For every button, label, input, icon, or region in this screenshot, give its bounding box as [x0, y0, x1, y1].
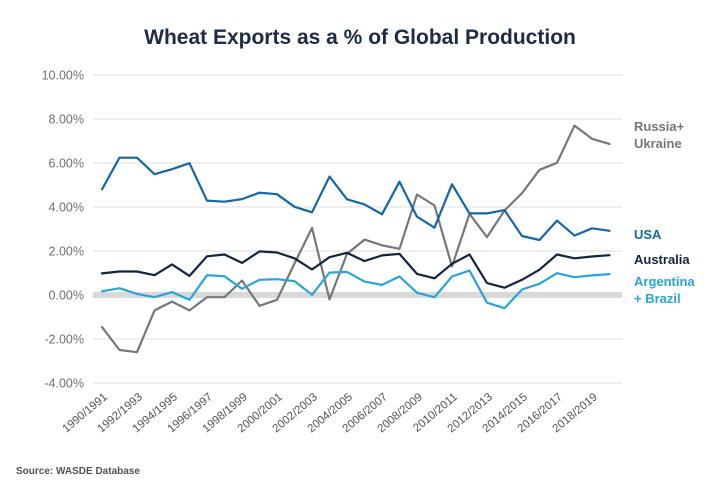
y-tick-label: 6.00%	[49, 157, 84, 171]
y-tick-label: 8.00%	[49, 113, 84, 127]
series-line-australia	[100, 250, 611, 289]
gridlines	[93, 74, 622, 384]
y-tick-label: -4.00%	[44, 377, 84, 391]
y-tick-label: 4.00%	[49, 201, 84, 215]
chart-title: Wheat Exports as a % of Global Productio…	[144, 26, 576, 49]
y-tick-label: 10.00%	[42, 69, 84, 83]
legend-label-usa: USA	[634, 227, 662, 242]
legend-label-argentina-brazil: + Brazil	[634, 291, 681, 306]
y-tick-label: -2.00%	[44, 333, 84, 347]
y-tick-label: 0.00%	[49, 289, 84, 303]
legend: Russia+ Ukraine USA Australia Argentina + Bra…	[634, 119, 695, 306]
legend-label-australia: Australia	[634, 252, 690, 267]
legend-label-argentina-brazil: Argentina	[634, 274, 695, 289]
series-line-russia-ukraine	[100, 124, 611, 354]
legend-label-russia-ukraine: Ukraine	[634, 136, 682, 151]
source-note: Source: WASDE Database	[16, 466, 140, 477]
series-line-argentina-brazil	[100, 269, 611, 310]
y-axis-ticks: 10.00% 8.00% 6.00% 4.00% 2.00% 0.00% -2.00% -4.…	[42, 69, 84, 391]
y-tick-label: 2.00%	[49, 245, 84, 259]
zero-band	[93, 292, 622, 298]
x-axis-ticks: 1990/19911992/19931994/19951996/19971998…	[61, 391, 600, 435]
legend-label-russia-ukraine: Russia+	[634, 119, 685, 134]
series-lines	[100, 124, 611, 354]
series-line-usa	[100, 156, 611, 242]
